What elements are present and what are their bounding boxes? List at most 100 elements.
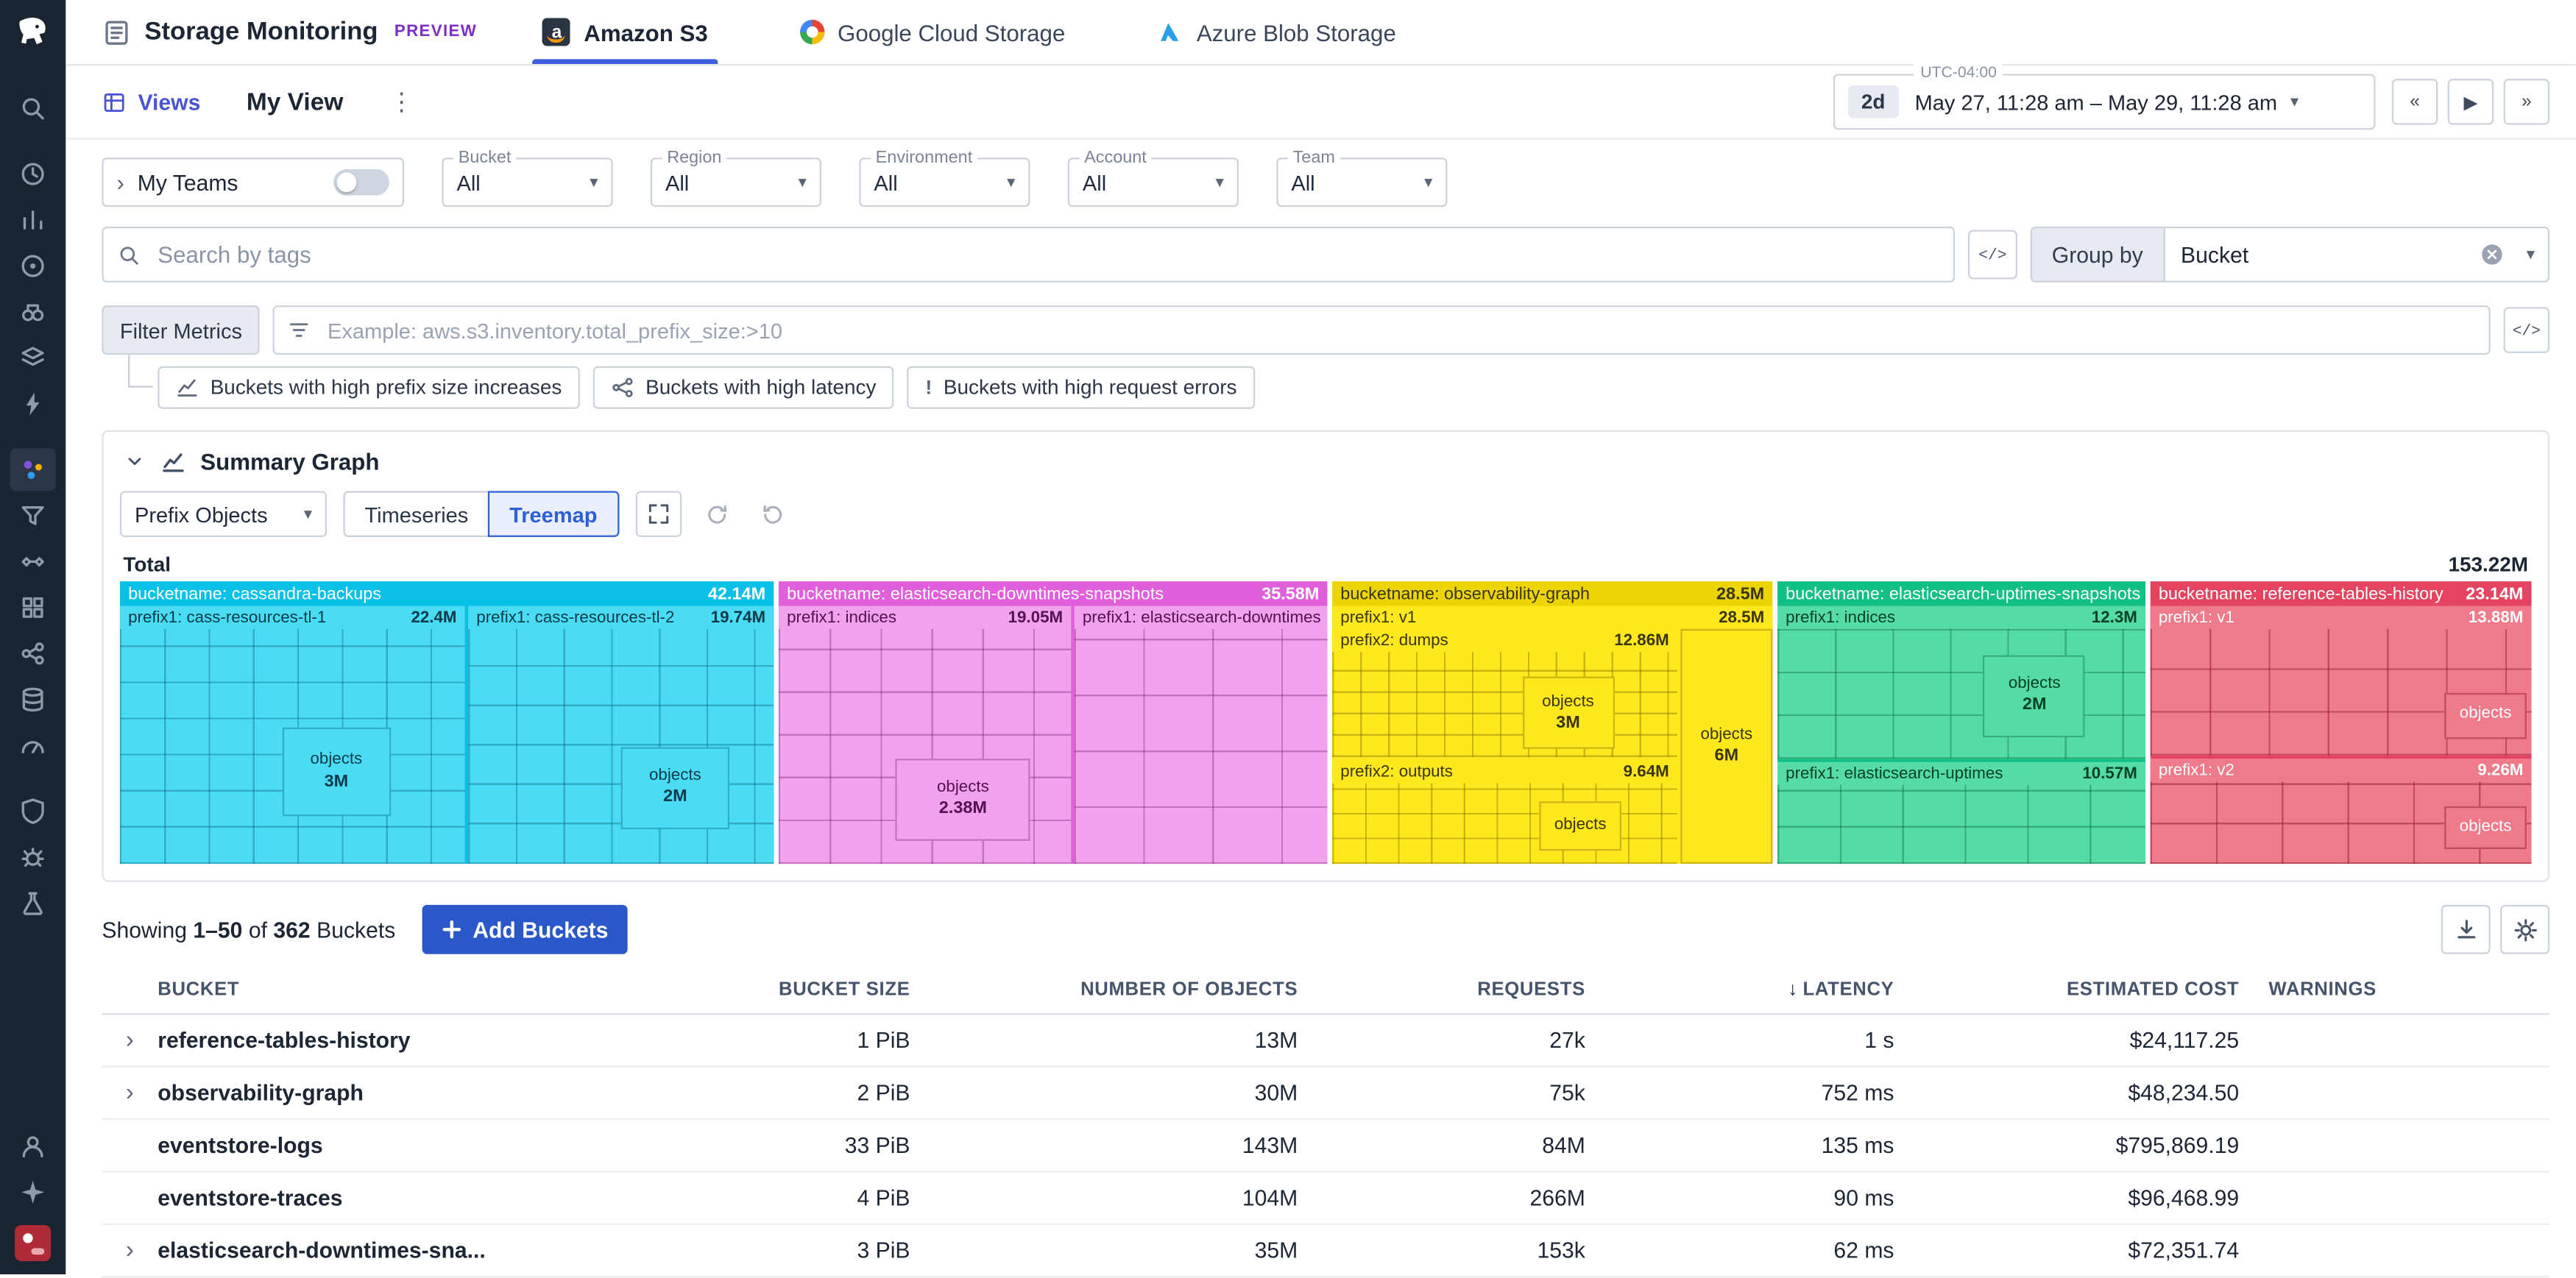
treemap-prefix-v2[interactable]: prefix1: v2 9.26M objects [2150,759,2532,865]
treemap-cells[interactable] [1777,784,2145,865]
row-expand-chevron[interactable]: › [125,1079,134,1107]
infrastructure-icon[interactable] [10,337,55,380]
search-code-button[interactable]: </> [1967,230,2017,280]
fullscreen-button[interactable] [634,491,682,537]
metrics-icon[interactable] [10,199,55,241]
download-button[interactable] [2441,904,2491,954]
help-icon[interactable] [10,1125,55,1168]
chevron-right-icon[interactable]: › [116,168,124,196]
filter-metrics-input[interactable] [324,316,2476,344]
labs-icon[interactable] [10,882,55,925]
sparkle-icon[interactable] [10,1171,55,1213]
apm-icon[interactable] [10,383,55,425]
bug-icon[interactable] [10,836,55,878]
bucket-name[interactable]: observability-graph [158,1080,364,1106]
databases-icon[interactable] [10,678,55,721]
treemap-toggle[interactable]: Treemap [488,491,619,537]
chevron-down-icon[interactable]: ▾ [2526,245,2535,264]
region-filter-select[interactable]: Region All ▾ [650,147,821,207]
account-filter-select[interactable]: Account All ▾ [1067,147,1239,207]
bucket-filter-select[interactable]: Bucket All ▾ [442,147,613,207]
history-icon[interactable] [10,153,55,196]
treemap-prefix-outputs[interactable]: prefix2: outputs 9.64M objects [1332,760,1677,865]
gauge-icon[interactable] [10,724,55,767]
treemap-leaf[interactable]: objects 3M [1521,677,1614,750]
tag-search-box[interactable] [102,227,1956,283]
treemap-group-cassandra-backups[interactable]: bucketname: cassandra-backups 42.14M pref… [119,581,774,865]
table-row[interactable]: › observability-graph 2 PiB 30M 75k 752 … [102,1068,2550,1121]
filter-metrics-code-button[interactable]: </> [2503,307,2550,353]
col-latency[interactable]: ↓ LATENCY [1788,980,1894,1001]
col-warnings[interactable]: WARNINGS [2268,980,2377,1001]
search-input[interactable] [154,239,1940,270]
filter-metrics-box[interactable] [273,305,2491,355]
group-by-value[interactable]: Bucket [2181,242,2249,267]
watchdog-icon[interactable] [10,291,55,333]
table-row[interactable]: › reference-tables-history 1 PiB 13M 27k… [102,1015,2550,1068]
treemap-leaf[interactable]: objects [1539,800,1621,851]
col-number-of-objects[interactable]: NUMBER OF OBJECTS [1080,980,1298,1001]
dashboards-icon[interactable] [10,586,55,629]
treemap-cells[interactable] [1074,628,1328,865]
treemap-leaf[interactable]: objects 2M [620,746,730,829]
treemap-cells[interactable]: objects [2150,628,2532,756]
time-shortcut-chip[interactable]: 2d [1848,85,1899,118]
group-by-control[interactable]: Group by Bucket ▾ [2030,227,2550,283]
treemap-leaf[interactable]: objects [2444,806,2527,849]
bucket-name[interactable]: elasticsearch-downtimes-sna... [158,1238,486,1263]
treemap-prefix-dumps[interactable]: prefix2: dumps 12.86M objects 3M [1332,628,1677,757]
table-row[interactable]: eventstore-traces 4 PiB 104M 266M 90 ms … [102,1173,2550,1226]
clear-icon[interactable] [2480,243,2503,266]
row-expand-chevron[interactable]: › [125,1026,134,1054]
filter-metrics-chip[interactable]: Filter Metrics [102,305,261,355]
treemap-prefix-v1[interactable]: prefix1: v1 28.5M prefix2: dumps 12.86M ob… [1332,606,1773,865]
treemap-cells[interactable]: objects 2M [468,628,774,865]
treemap-cells[interactable]: objects 2M [1777,628,2145,759]
treemap-leaf[interactable]: objects 2M [1984,655,2086,737]
col-estimated-cost[interactable]: ESTIMATED COST [2066,980,2240,1001]
suggestion-high-prefix-size[interactable]: Buckets with high prefix size increases [158,366,580,409]
tab-amazon-s3[interactable]: a Amazon S3 [533,0,719,65]
table-row[interactable]: eventstore-logs 33 PiB 143M 84M 135 ms $… [102,1120,2550,1173]
my-teams-control[interactable]: › My Teams [102,157,405,207]
my-teams-toggle[interactable] [333,168,389,196]
bucket-name[interactable]: eventstore-traces [158,1185,343,1210]
treemap-group-observability-graph[interactable]: bucketname: observability-graph 28.5M pre… [1332,581,1773,865]
treemap-cells[interactable]: objects [1332,783,1677,865]
views-button[interactable]: Views [102,90,200,114]
treemap-prefix-v1[interactable]: prefix1: v1 13.88M objects [2150,606,2532,756]
treemap-leaf[interactable]: objects 2.38M [895,758,1030,840]
treemap-prefix-elasticsearch-uptimes[interactable]: prefix1: elasticsearch-uptimes 10.57M [1777,762,2145,865]
pipelines-icon[interactable] [10,540,55,583]
treemap-leaf[interactable]: objects [2444,692,2527,739]
search-icon[interactable] [10,87,55,129]
security-icon[interactable] [10,790,55,833]
add-buckets-button[interactable]: Add Buckets [422,904,629,954]
col-requests[interactable]: REQUESTS [1477,980,1585,1001]
time-range-picker[interactable]: UTC-04:00 2d May 27, 11:28 am – May 29, … [1833,64,2376,130]
monitors-icon[interactable] [10,245,55,288]
treemap-group-elasticsearch-downtimes-snapshots[interactable]: bucketname: elasticsearch-downtimes-snap… [778,581,1328,865]
treemap-group-reference-tables-history[interactable]: bucketname: reference-tables-history 23.1… [2150,581,2532,865]
storage-monitoring-nav-icon[interactable] [10,448,56,491]
datadog-logo[interactable] [0,0,66,65]
col-bucket-size[interactable]: BUCKET SIZE [779,980,910,1001]
treemap-prefix[interactable]: prefix1: indices 19.05M objects 2.38M [778,606,1072,865]
kebab-menu-icon[interactable]: ⋮ [389,88,414,117]
bucket-name[interactable]: reference-tables-history [158,1028,411,1053]
current-view-name[interactable]: My View [246,88,344,116]
treemap-prefix[interactable]: prefix1: cass-resources-tl-1 22.4M object… [119,606,465,865]
treemap-cells[interactable]: objects 3M [119,628,465,865]
time-forward-button[interactable]: » [2503,79,2550,125]
time-play-button[interactable]: ▶ [2447,79,2494,125]
service-map-icon[interactable] [10,632,55,675]
table-row[interactable]: › elasticsearch-downtimes-sna... 3 PiB 3… [102,1225,2550,1278]
row-expand-chevron[interactable]: › [125,1236,134,1265]
treemap-group-elasticsearch-uptimes-snapshots[interactable]: bucketname: elasticsearch-uptimes-snapsh… [1777,581,2145,865]
logs-icon[interactable] [10,494,55,537]
treemap-prefix-indices[interactable]: prefix1: indices 12.3M objects 2M [1777,606,2145,759]
treemap-cells[interactable]: objects [2150,781,2532,865]
settings-gear-button[interactable] [2500,904,2550,954]
bucket-name[interactable]: eventstore-logs [158,1133,323,1158]
metric-select[interactable]: Prefix Objects ▾ [119,491,328,537]
